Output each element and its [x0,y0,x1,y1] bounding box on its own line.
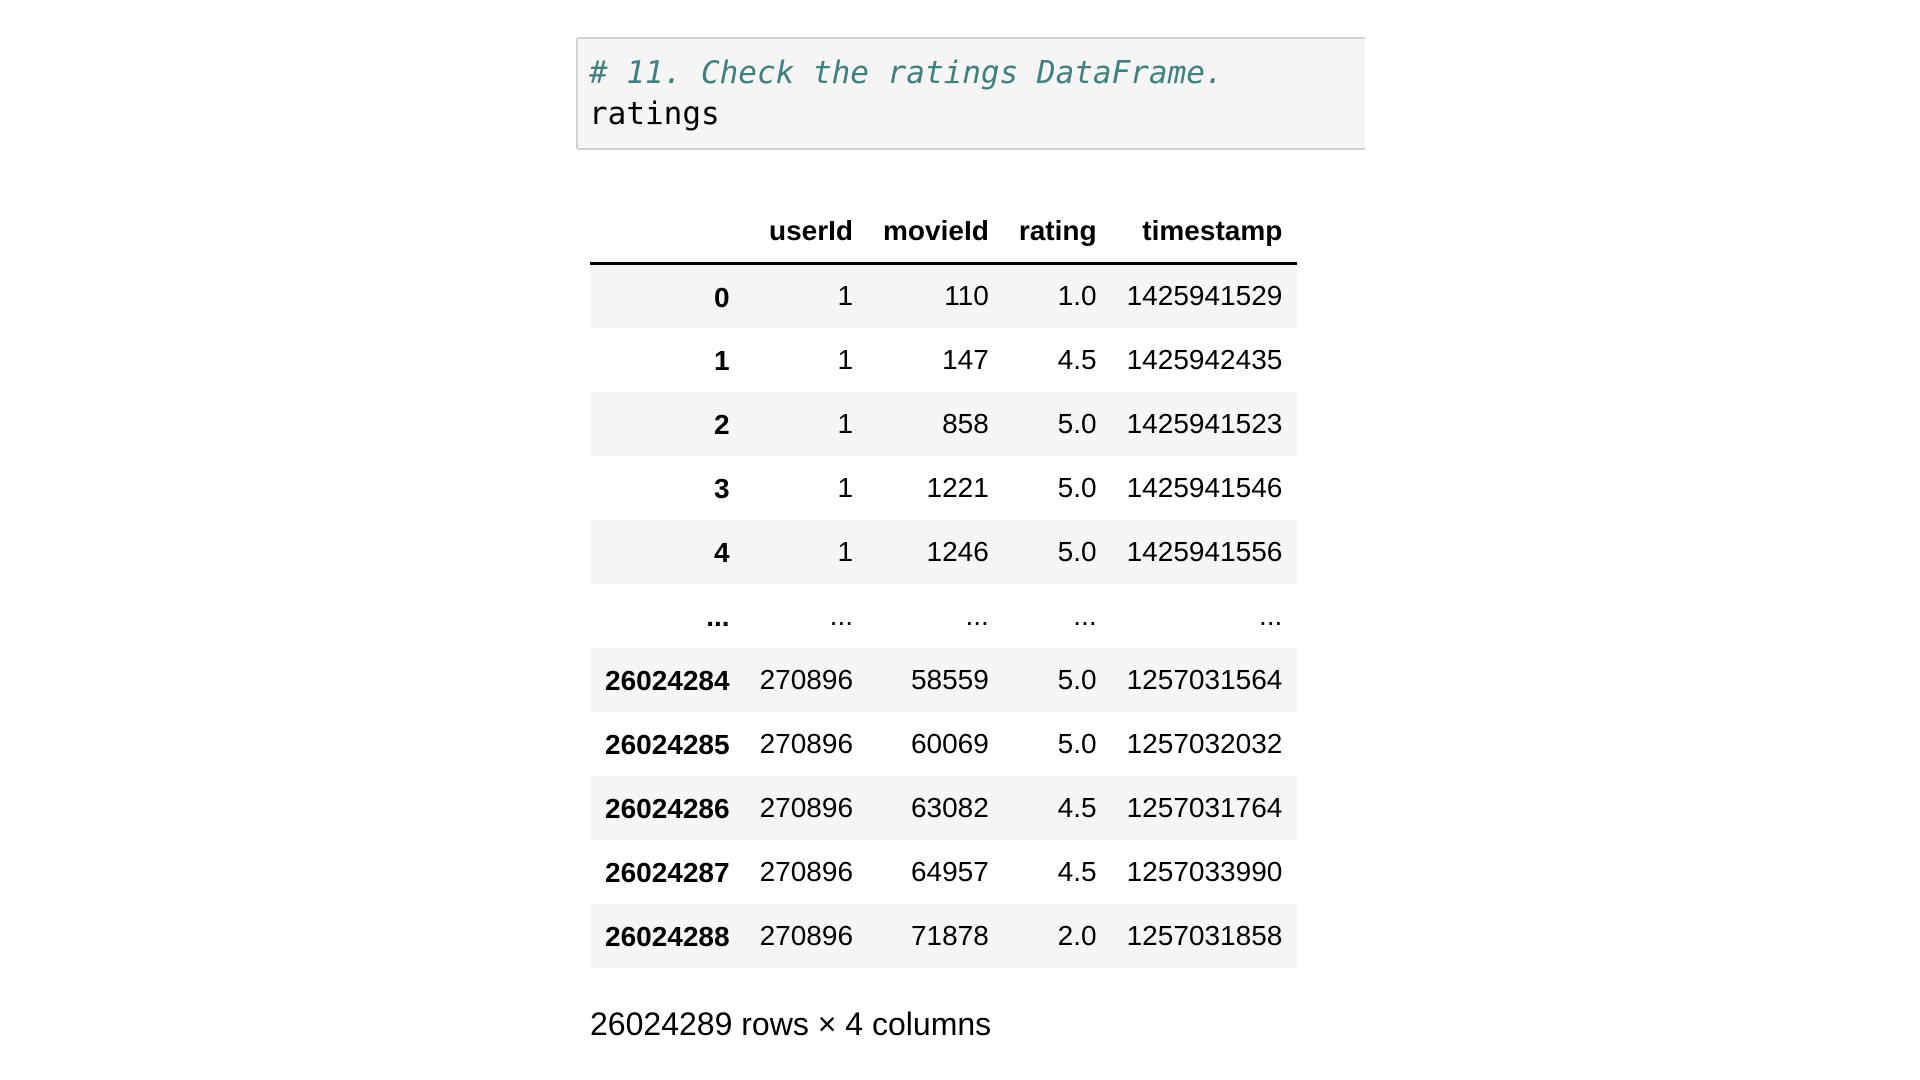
cell-userid: 1 [837,407,854,439]
cell-timestamp: 1425941523 [1126,407,1283,439]
table-row: 26024286 270896 63082 4.5 1257031764 [590,775,1298,840]
row-index: 0 [714,281,730,313]
cell-movieid: 60069 [910,727,989,759]
cell-movieid: 63082 [910,791,989,823]
row-index: 26024286 [605,793,730,824]
table-row: 26024287 270896 64957 4.5 1257033990 [590,840,1297,904]
row-index: 26024288 [605,921,730,952]
row-index: 26024285 [605,729,730,760]
cell-movieid: 64957 [910,855,989,887]
cell-userid: 1 [837,471,854,503]
row-index: ... [706,601,730,632]
cell-movieid: 1221 [926,471,989,503]
table-row: 3 1 1221 5.0 1425941546 [590,456,1297,520]
cell-rating: 5.0 [1057,727,1097,759]
cell-output: userId movieId rating timestamp 0 1 110 … [590,200,1298,1043]
dataframe-table: userId movieId rating timestamp 0 1 110 … [590,200,1298,968]
cell-rating: ... [1073,599,1097,631]
cell-userid: 270896 [759,663,854,695]
cell-userid: 1 [837,535,854,567]
code-cell-input[interactable]: # 11. Check the ratings DataFrame. ratin… [576,37,1365,150]
cell-timestamp: 1425942435 [1126,343,1283,375]
table-row: 26024284 270896 58559 5.0 1257031564 [590,647,1298,712]
cell-movieid: 71878 [910,919,989,951]
cell-userid: 270896 [759,855,854,887]
cell-rating: 4.5 [1057,343,1097,375]
column-header-timestamp: timestamp [1111,200,1298,265]
column-header-rating: rating [1003,200,1112,265]
cell-rating: 5.0 [1057,535,1097,567]
cell-userid: 270896 [759,919,854,951]
row-index: 26024284 [605,665,730,696]
cell-rating: 5.0 [1057,471,1097,503]
table-row: 2 1 858 5.0 1425941523 [590,391,1298,456]
cell-timestamp: 1425941529 [1126,280,1283,312]
cell-timestamp: 1257031858 [1126,919,1283,951]
column-header-userid: userId [744,200,869,265]
header-row: userId movieId rating timestamp [590,200,1298,265]
cell-rating: 4.5 [1057,855,1097,887]
index-header [590,200,745,265]
code-expression: ratings [589,96,720,132]
table-body: 0 1 110 1.0 1425941529 1 1 147 4.5 14259… [590,263,1298,968]
cell-movieid: 110 [944,280,989,312]
table-row: 0 1 110 1.0 1425941529 [590,263,1298,328]
cell-movieid: 1246 [926,535,989,567]
cell-userid: 270896 [759,791,854,823]
cell-userid: 270896 [759,727,854,759]
table-header: userId movieId rating timestamp [590,200,1298,265]
table-row: 4 1 1246 5.0 1425941556 [590,519,1298,584]
code-comment: # 11. Check the ratings DataFrame. [589,55,1224,91]
table-row: 1 1 147 4.5 1425942435 [590,328,1297,392]
row-index: 2 [714,409,730,440]
cell-timestamp: 1257031564 [1126,663,1283,695]
cell-movieid: 58559 [910,663,989,695]
cell-movieid: 147 [942,343,989,375]
cell-userid: ... [829,599,854,631]
cell-timestamp: ... [1259,599,1283,631]
dataframe-shape-text: 26024289 rows × 4 columns [590,1005,992,1042]
cell-timestamp: 1257032032 [1126,727,1283,759]
cell-movieid: 858 [942,407,989,439]
row-index: 3 [714,473,730,504]
row-index: 4 [714,537,730,568]
column-header-movieid: movieId [868,200,1004,265]
row-index: 1 [714,345,730,376]
cell-timestamp: 1257033990 [1126,855,1283,887]
row-index: 26024287 [605,857,730,888]
cell-userid: 1 [837,343,854,375]
cell-userid: 1 [837,280,854,312]
table-row: 26024285 270896 60069 5.0 1257032032 [590,712,1297,776]
cell-timestamp: 1425941556 [1126,535,1283,567]
table-row: 26024288 270896 71878 2.0 1257031858 [590,903,1298,968]
cell-timestamp: 1257031764 [1126,791,1283,823]
cell-rating: 5.0 [1057,663,1097,695]
cell-rating: 1.0 [1057,280,1097,312]
cell-timestamp: 1425941546 [1126,471,1283,503]
ellipsis-row: ... ... ... ... ... [590,583,1298,648]
cell-rating: 5.0 [1057,407,1097,439]
cell-movieid: ... [965,599,989,631]
cell-rating: 4.5 [1057,791,1097,823]
cell-rating: 2.0 [1057,919,1097,951]
